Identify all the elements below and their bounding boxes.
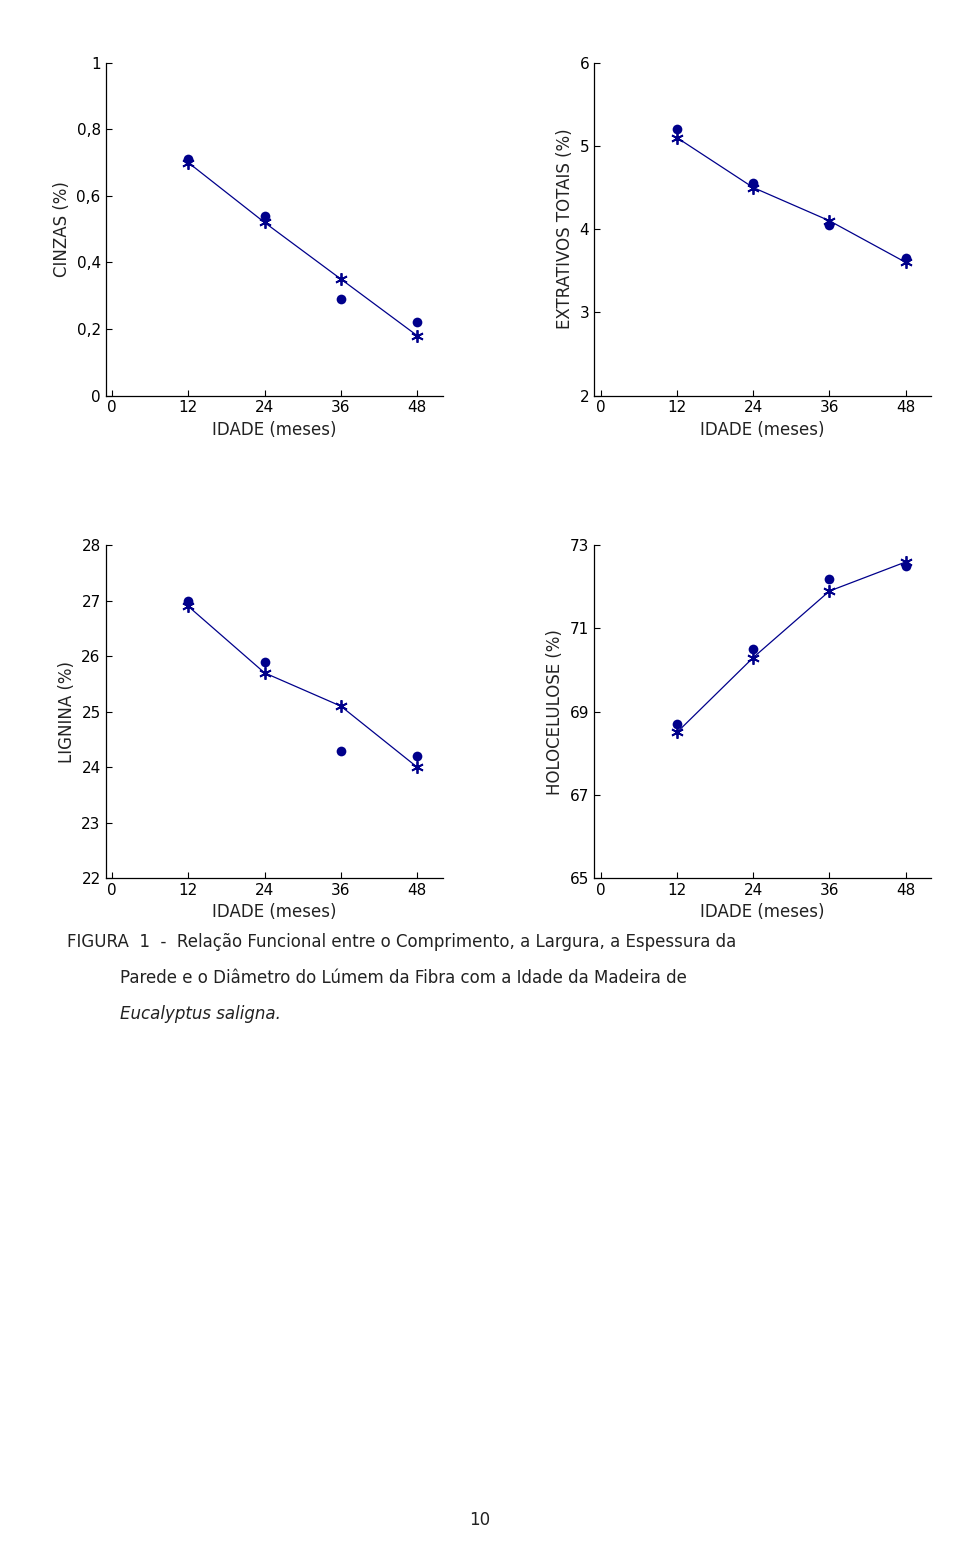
- X-axis label: IDADE (meses): IDADE (meses): [212, 420, 336, 439]
- X-axis label: IDADE (meses): IDADE (meses): [212, 903, 336, 922]
- Y-axis label: CINZAS (%): CINZAS (%): [53, 182, 71, 278]
- Text: Parede e o Diâmetro do Lúmem da Fibra com a Idade da Madeira de: Parede e o Diâmetro do Lúmem da Fibra co…: [120, 969, 686, 986]
- Text: FIGURA  1  -  Relação Funcional entre o Comprimento, a Largura, a Espessura da: FIGURA 1 - Relação Funcional entre o Com…: [67, 933, 736, 950]
- Y-axis label: HOLOCELULOSE (%): HOLOCELULOSE (%): [546, 629, 564, 795]
- Y-axis label: EXTRATIVOS TOTAIS (%): EXTRATIVOS TOTAIS (%): [556, 129, 574, 329]
- X-axis label: IDADE (meses): IDADE (meses): [701, 420, 825, 439]
- X-axis label: IDADE (meses): IDADE (meses): [701, 903, 825, 922]
- Y-axis label: LIGNINA (%): LIGNINA (%): [58, 660, 76, 762]
- Text: 10: 10: [469, 1512, 491, 1529]
- Text: Eucalyptus saligna.: Eucalyptus saligna.: [120, 1005, 281, 1022]
